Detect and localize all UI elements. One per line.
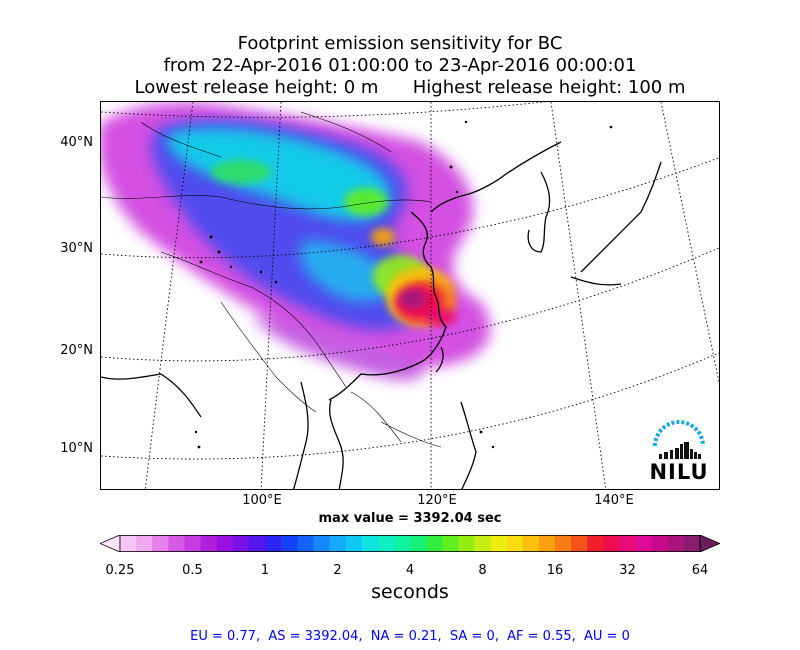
colorbar-swatch [538,535,556,552]
colorbar-tick-label: 32 [619,563,636,578]
colorbar-tick-label: 2 [333,563,342,578]
colorbar-tick-label: 0.5 [182,563,203,578]
colorbar-swatch [377,535,395,552]
colorbar-swatch [313,535,330,552]
lon-label-120e: 120°E [417,493,457,508]
colorbar-swatch [120,535,137,552]
lat-label-10n: 10°N [60,441,93,456]
colorbar-swatch [136,535,153,552]
colorbar-swatch [651,535,669,552]
colorbar-tick-label: 8 [478,563,487,578]
colorbar-swatch [458,535,475,552]
colorbar-swatch [474,535,492,552]
lon-label-100e: 100°E [242,493,282,508]
colorbar-swatch [555,535,572,552]
colorbar-swatch [281,535,298,552]
colorbar-swatch [442,535,459,552]
colorbar-swatch [393,535,411,552]
coastlines [101,141,662,489]
country-borders [101,111,442,448]
colorbar-swatch [635,535,653,552]
logo-arc-icon [653,420,705,447]
title-line-3: Lowest release height: 0 m Highest relea… [0,77,800,99]
lowest-release-height: Lowest release height: 0 m [134,77,379,98]
colorbar-swatch [152,535,169,552]
colorbar-swatch [410,535,427,552]
colorbar-swatch [667,535,685,552]
colorbar-swatch [522,535,540,552]
islands [194,120,613,449]
colorbar-swatch [184,535,202,552]
colorbar-swatch [603,535,620,552]
colorbar-swatch [345,535,363,552]
max-value-text: max value = 3392.04 sec [318,511,502,526]
colorbar-swatch [248,535,266,552]
colorbar-extend-max [699,535,720,552]
colorbar-swatch [426,535,443,552]
colorbar-swatch [587,535,604,552]
highest-release-height: Highest release height: 100 m [412,77,686,98]
colorbar-extend-min [100,535,121,552]
colorbar-swatch [506,535,524,552]
colorbar-swatch [168,535,185,552]
title-line-1: Footprint emission sensitivity for BC [237,33,563,54]
colorbar-swatch [216,535,234,552]
colorbar-swatch [361,535,379,552]
colorbar-swatch [619,535,637,552]
lat-label-40n: 40°N [60,135,93,150]
plume-cyan [167,127,394,302]
colorbar-swatch [571,535,588,552]
colorbar-tick-label: 16 [546,563,564,578]
colorbar [100,535,720,552]
colorbar-swatch [200,535,218,552]
colorbar-swatch [232,535,250,552]
colorbar-border [119,535,701,552]
colorbar-swatch [490,535,508,552]
lon-label-140e: 140°E [594,493,634,508]
lat-label-20n: 20°N [60,343,93,358]
colorbar-swatch [329,535,347,552]
colorbar-tick-label: 64 [691,563,709,578]
colorbar-swatch [265,535,282,552]
colorbar-tick-label: 0.25 [105,563,135,578]
map-panel: NILU [100,101,720,490]
footprint-map [101,102,719,489]
nilu-wordmark: NILU [649,460,709,484]
colorbar-tick-label: 1 [260,563,270,578]
title-line-2: from 22-Apr-2016 01:00:00 to 23-Apr-2016… [163,55,637,76]
colorbar-label: seconds [371,581,449,603]
colorbar-swatch [297,535,314,552]
colorbar-tick-label: 4 [405,563,415,578]
region-stats: EU = 0.77, AS = 3392.04, NA = 0.21, SA =… [190,629,630,644]
logo-skyline-icon [659,442,701,459]
colorbar-swatch [683,535,701,552]
lat-label-30n: 30°N [60,241,93,256]
